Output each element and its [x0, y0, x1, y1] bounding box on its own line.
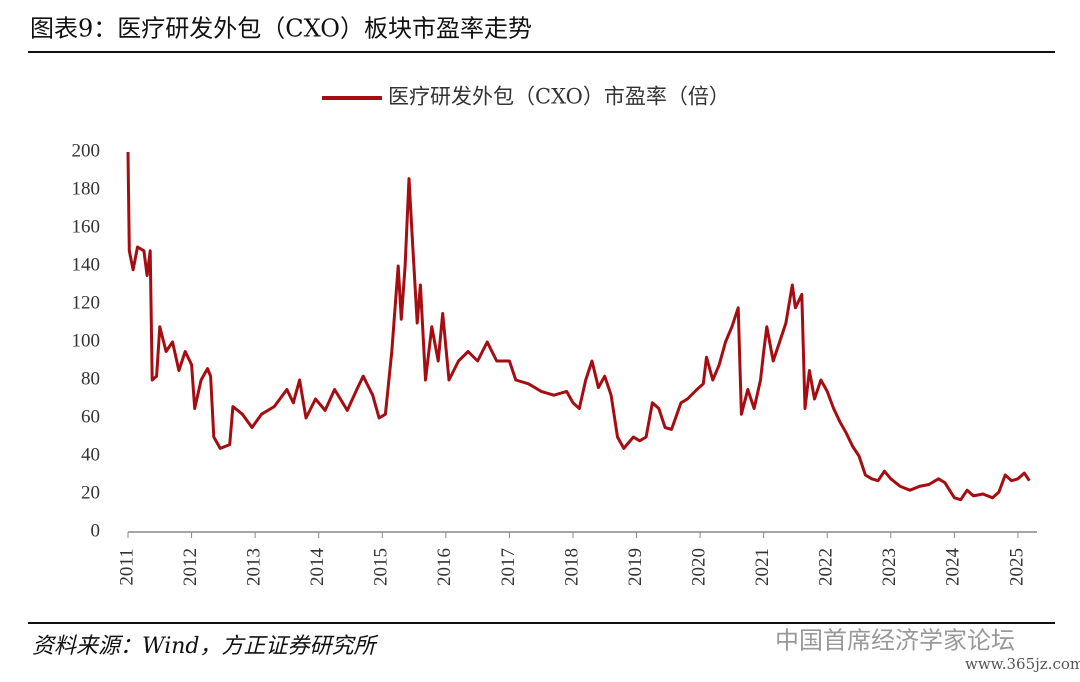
- source-note: 资料来源：Wind，方正证券研究所: [32, 634, 379, 659]
- y-tick-label: 0: [91, 520, 101, 541]
- y-tick-label: 200: [72, 140, 101, 161]
- x-tick-label: 2022: [816, 548, 837, 586]
- x-tick-label: 2012: [180, 548, 201, 586]
- y-tick-label: 180: [72, 178, 101, 199]
- watermark: 中国首席经济学家论坛: [775, 627, 1015, 655]
- x-tick-label: 2020: [688, 548, 709, 586]
- y-tick-label: 20: [81, 482, 100, 503]
- y-tick-label: 40: [81, 444, 100, 465]
- y-tick-label: 160: [72, 216, 101, 237]
- x-tick-label: 2015: [371, 548, 392, 586]
- y-tick-label: 100: [72, 330, 101, 351]
- y-tick-label: 60: [81, 406, 100, 427]
- x-tick-label: 2016: [434, 548, 455, 586]
- x-tick-label: 2017: [498, 548, 519, 586]
- data-line: [126, 151, 1031, 502]
- x-tick-label: 2014: [307, 548, 328, 587]
- y-tick-label: 80: [81, 368, 100, 389]
- x-tick-label: 2021: [752, 548, 773, 586]
- y-tick-label: 140: [72, 254, 101, 275]
- x-tick-label: 2024: [943, 548, 964, 587]
- chart-title: 图表9：医疗研发外包（CXO）板块市盈率走势: [30, 15, 532, 43]
- y-tick-label: 120: [72, 292, 101, 313]
- x-tick-label: 2018: [561, 548, 582, 586]
- x-tick-label: 2013: [243, 548, 264, 586]
- legend-label: 医疗研发外包（CXO）市盈率（倍）: [388, 85, 730, 109]
- x-tick-label: 2011: [116, 548, 137, 585]
- x-tick-label: 2023: [879, 548, 900, 586]
- watermark-url: www.365jz.com: [965, 655, 1080, 673]
- x-tick-label: 2025: [1006, 548, 1027, 586]
- x-tick-label: 2019: [625, 548, 646, 586]
